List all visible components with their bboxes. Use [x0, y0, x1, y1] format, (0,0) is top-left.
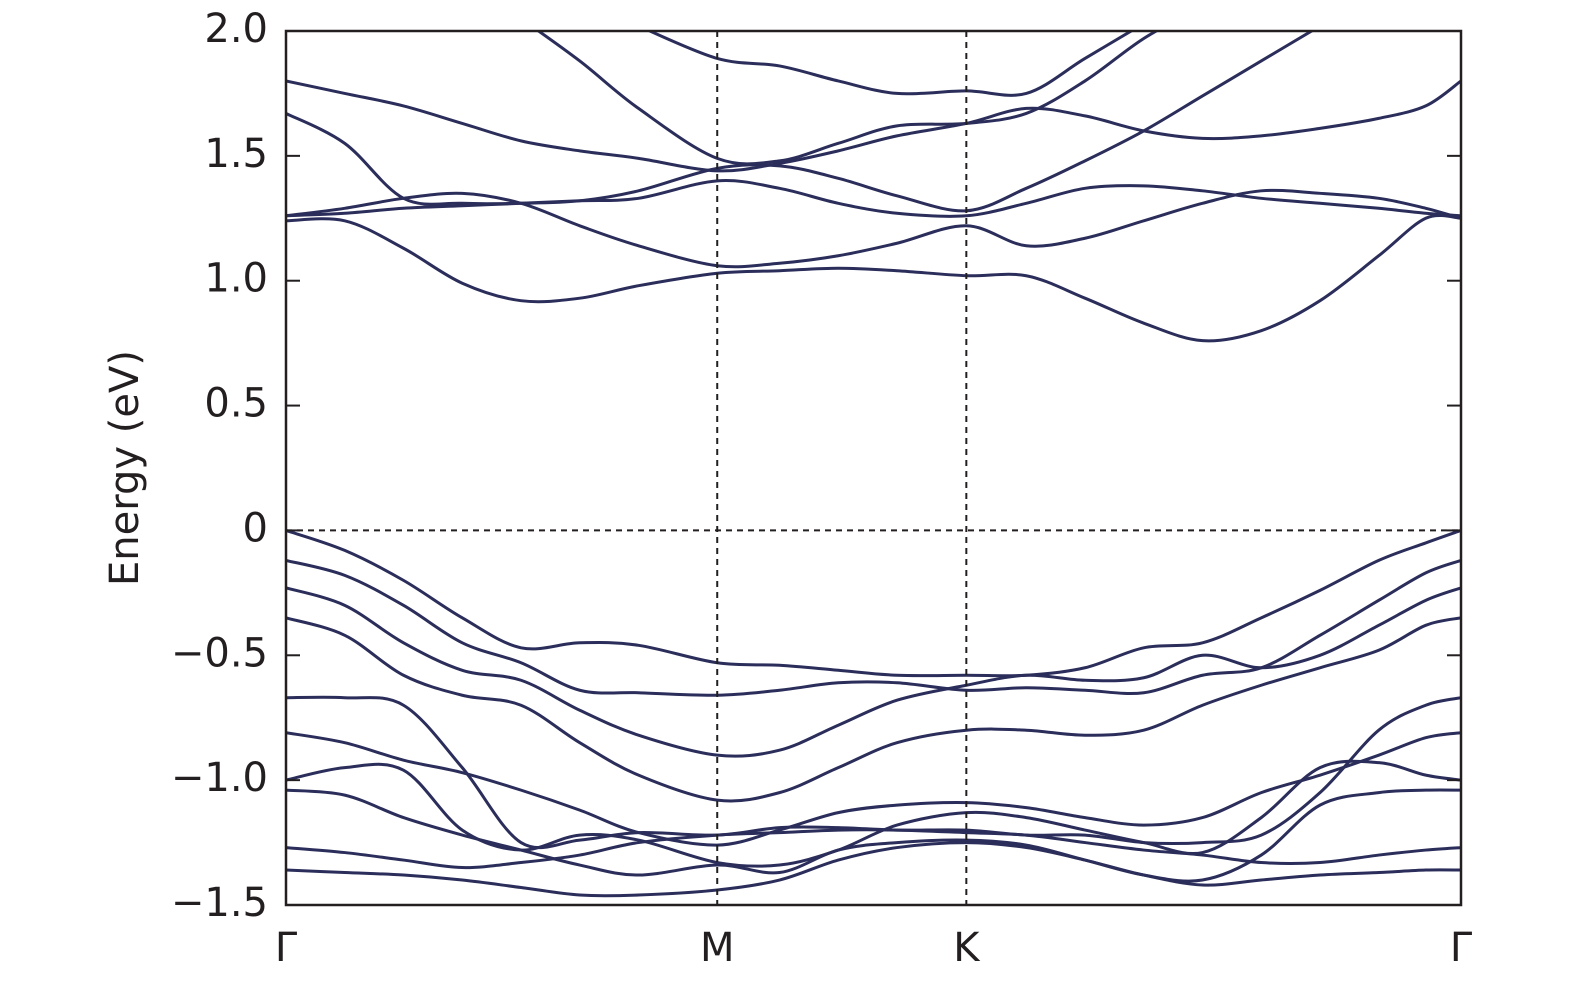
y-axis-label: Energy (eV)	[102, 350, 148, 586]
y-tick-label: 1.0	[204, 256, 268, 302]
band-line	[286, 31, 1315, 213]
band-line	[286, 788, 1461, 883]
band-line	[286, 586, 1461, 758]
band-line	[286, 616, 1461, 803]
band-line	[286, 529, 1461, 678]
y-tick-label: −0.5	[171, 630, 268, 676]
band-line	[286, 214, 1461, 343]
band-line	[286, 558, 1461, 697]
y-tick-label: −1.5	[171, 880, 268, 926]
band-line	[286, 828, 1461, 870]
x-tick-label: M	[700, 925, 735, 971]
y-tick-label: 0	[243, 505, 268, 551]
x-tick-label: Γ	[1450, 925, 1473, 971]
band-line	[286, 731, 1461, 847]
plot-frame	[284, 29, 1463, 907]
y-tick-label: 1.5	[204, 131, 268, 177]
band-line	[535, 31, 1160, 166]
band-line	[286, 79, 1461, 173]
plot-area	[286, 31, 1461, 898]
band-line	[286, 841, 1461, 898]
band-line	[286, 188, 1461, 269]
band-line	[646, 31, 1135, 97]
x-tick-label: Γ	[275, 925, 298, 971]
y-tick-label: 2.0	[204, 6, 268, 52]
x-tick-label: K	[953, 925, 981, 971]
y-tick-label: −1.0	[171, 755, 268, 801]
y-tick-label: 0.5	[204, 381, 268, 427]
band-line	[286, 179, 1461, 218]
